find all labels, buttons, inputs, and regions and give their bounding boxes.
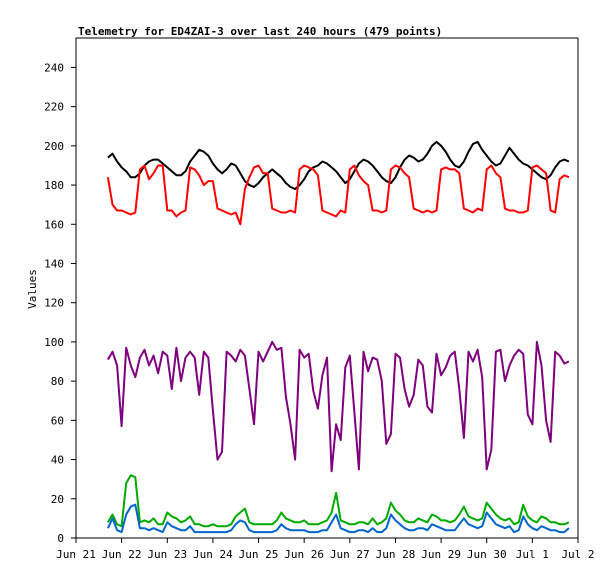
x-tick-label: Jun 30 (467, 548, 507, 561)
y-tick-label: 160 (44, 218, 64, 231)
series-line-1 (107, 140, 570, 190)
y-tick-label: 200 (44, 140, 64, 153)
x-tick-label: Jun 25 (239, 548, 279, 561)
x-tick-label: Jun 29 (421, 548, 461, 561)
x-tick-label: Jun 27 (330, 548, 370, 561)
plot-frame (75, 37, 579, 539)
x-tick-label: Jun 23 (147, 548, 187, 561)
series-line-2 (106, 164, 570, 226)
series-line-3 (107, 340, 570, 473)
x-tick-label: Jun 22 (102, 548, 142, 561)
y-tick-label: 0 (57, 532, 64, 545)
y-tick-label: 60 (51, 414, 64, 427)
chart-title: Telemetry for ED4ZAI-3 over last 240 hou… (78, 25, 442, 38)
y-tick-label: 20 (51, 493, 64, 506)
x-tick-label: Jul 1 (516, 548, 549, 561)
x-tick-label: Jun 24 (193, 548, 233, 561)
x-tick-label: Jul 2 (561, 548, 594, 561)
y-tick-label: 220 (44, 101, 64, 114)
series-line-4 (107, 474, 570, 528)
x-tick-label: Jun 28 (376, 548, 416, 561)
x-tick-label: Jun 21 (56, 548, 96, 561)
x-axis: Jun 21 Jun 22 Jun 23 Jun 24 Jun 25 Jun 26 Jun … (56, 538, 595, 561)
x-tick-label: Jun 26 (284, 548, 324, 561)
y-tick-label: 40 (51, 454, 64, 467)
y-tick-label: 120 (44, 297, 64, 310)
y-tick-label: 100 (44, 336, 64, 349)
y-axis: 0 20 40 60 80 100 120 140 160 180 200 220 240 (44, 61, 76, 545)
series-layer (106, 140, 570, 534)
y-tick-label: 240 (44, 61, 64, 74)
y-tick-label: 80 (51, 375, 64, 388)
series-line-5 (106, 503, 570, 534)
y-tick-label: 180 (44, 179, 64, 192)
y-tick-label: 140 (44, 257, 64, 270)
y-axis-label: Values (26, 269, 39, 309)
